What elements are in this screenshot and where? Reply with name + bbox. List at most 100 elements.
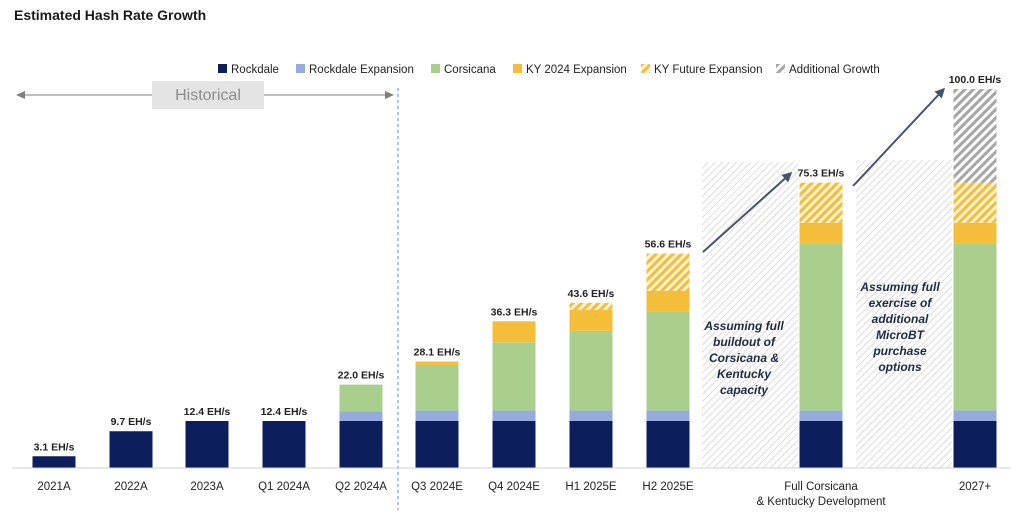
bar-segment-ky-future-expansion [799,182,843,223]
note-full-buildout: Assuming full buildout of Corsicana & Kentu… [703,319,784,397]
bar-segment-rockdale-expansion [339,411,383,422]
bar-segment-corsicana [415,364,459,411]
bar-segment-rockdale [646,421,690,468]
growth-arrow-2 [852,87,946,187]
projection-notes: Assuming full buildout of Corsicana & Kentu… [702,87,952,468]
bar-segment-corsicana [953,243,997,411]
total-label: 43.6 EH/s [568,288,615,300]
bar-segment-ky-future-expansion [953,182,997,223]
x-tick-label: 2023A [190,481,224,493]
legend-label: KY Future Expansion [654,64,762,76]
bar-segment-rockdale [799,421,843,468]
bar-segment-ky-2024-expansion [799,222,843,244]
legend-swatch [776,64,785,73]
legend-swatch [431,64,440,73]
bar-q4-2024e [492,321,536,468]
bar-2027 [953,89,997,468]
total-label: 9.7 EH/s [111,416,152,428]
bar-segment-additional-growth [953,89,997,183]
x-tick-label: Full Corsicana & Kentucky Development [756,481,886,508]
x-tick-label: H2 2025E [642,481,693,493]
bar-segment-corsicana [339,384,383,412]
bar-segment-rockdale [569,421,613,468]
bar-segment-rockdale [32,456,76,468]
bar-segment-ky-2024-expansion [569,309,613,331]
growth-arrow-1 [702,171,793,253]
bar-segment-rockdale [185,421,229,468]
bar-h2-2025e [646,253,690,468]
historical-label: Historical [175,87,241,104]
x-axis-labels: 2021A 2022A 2023A Q1 2024A Q2 2024A Q3 2024E Q… [37,481,991,508]
x-tick-label: Q3 2024E [411,481,463,493]
legend-label: KY 2024 Expansion [526,64,627,76]
bar-segment-ky-2024-expansion [415,361,459,365]
bar-segment-ky-2024-expansion [953,222,997,244]
total-label: 22.0 EH/s [338,370,385,382]
x-tick-label: Q2 2024A [335,481,387,493]
total-label: 75.3 EH/s [798,168,845,180]
bar-segment-corsicana [646,311,690,411]
chart-title: Estimated Hash Rate Growth [14,7,206,23]
bar-segment-corsicana [799,243,843,411]
total-labels: 3.1 EH/s 9.7 EH/s 12.4 EH/s 12.4 EH/s 22.0 E… [34,74,1002,453]
bar-segment-rockdale [262,421,306,468]
bars [32,89,997,468]
x-tick-label: 2027+ [959,481,992,493]
note-panel-buildout [702,162,798,468]
legend-swatch [218,64,227,73]
bar-segment-rockdale-expansion [646,410,690,422]
bar-q2-2024a [339,384,383,468]
x-tick-label: Q4 2024E [488,481,540,493]
legend-item-corsicana: Corsicana [431,64,496,76]
legend: Rockdale Rockdale Expansion Corsicana KY 20… [218,64,880,76]
bar-segment-rockdale [953,421,997,468]
legend-item-rockdale-expansion: Rockdale Expansion [296,64,414,76]
legend-swatch [513,64,522,73]
historical-label-box [152,81,264,109]
bar-segment-ky-2024-expansion [646,291,690,312]
bar-2022a [109,431,153,468]
total-label: 12.4 EH/s [184,406,231,418]
x-tick-label: H1 2025E [565,481,616,493]
bar-2021a [32,456,76,468]
bar-segment-rockdale [415,421,459,468]
historical-annotation: Historical [16,81,394,109]
note-panel-microbt [856,160,952,468]
x-tick-label: Q1 2024A [258,481,310,493]
total-label: 3.1 EH/s [34,441,75,453]
bar-2023a [185,421,229,468]
total-label: 36.3 EH/s [491,306,538,318]
bar-q3-2024e [415,361,459,468]
x-tick-label: 2022A [114,481,148,493]
bar-segment-rockdale [339,421,383,468]
legend-item-rockdale: Rockdale [218,64,279,76]
bar-segment-rockdale-expansion [569,410,613,422]
legend-label: Rockdale Expansion [309,64,414,76]
total-label: 28.1 EH/s [414,347,461,359]
bar-segment-corsicana [569,330,613,411]
bar-segment-ky-future-expansion [646,253,690,292]
bar-segment-rockdale [492,421,536,468]
bar-h1-2025e [569,302,613,468]
bar-q1-2024a [262,421,306,468]
total-label: 100.0 EH/s [949,74,1002,86]
bar-segment-rockdale-expansion [953,410,997,422]
bar-segment-rockdale [109,431,153,468]
bar-segment-ky-2024-expansion [492,321,536,343]
legend-item-ky-future-expansion: KY Future Expansion [641,64,762,76]
bar-segment-rockdale-expansion [492,410,536,422]
bar-segment-rockdale-expansion [415,410,459,422]
note-microbt-options: Assuming full exercise of additional MicroB… [859,280,940,374]
bar-segment-ky-future-expansion [569,302,613,310]
legend-item-additional-growth: Additional Growth [776,64,880,76]
legend-label: Rockdale [231,64,279,76]
bar-full-corsicana-kentucky-development [799,182,843,468]
total-label: 12.4 EH/s [261,406,308,418]
legend-label: Additional Growth [789,64,880,76]
bar-segment-rockdale-expansion [799,410,843,422]
legend-swatch [641,64,650,73]
bar-segment-corsicana [492,342,536,411]
total-label: 56.6 EH/s [645,238,692,250]
legend-swatch [296,64,305,73]
